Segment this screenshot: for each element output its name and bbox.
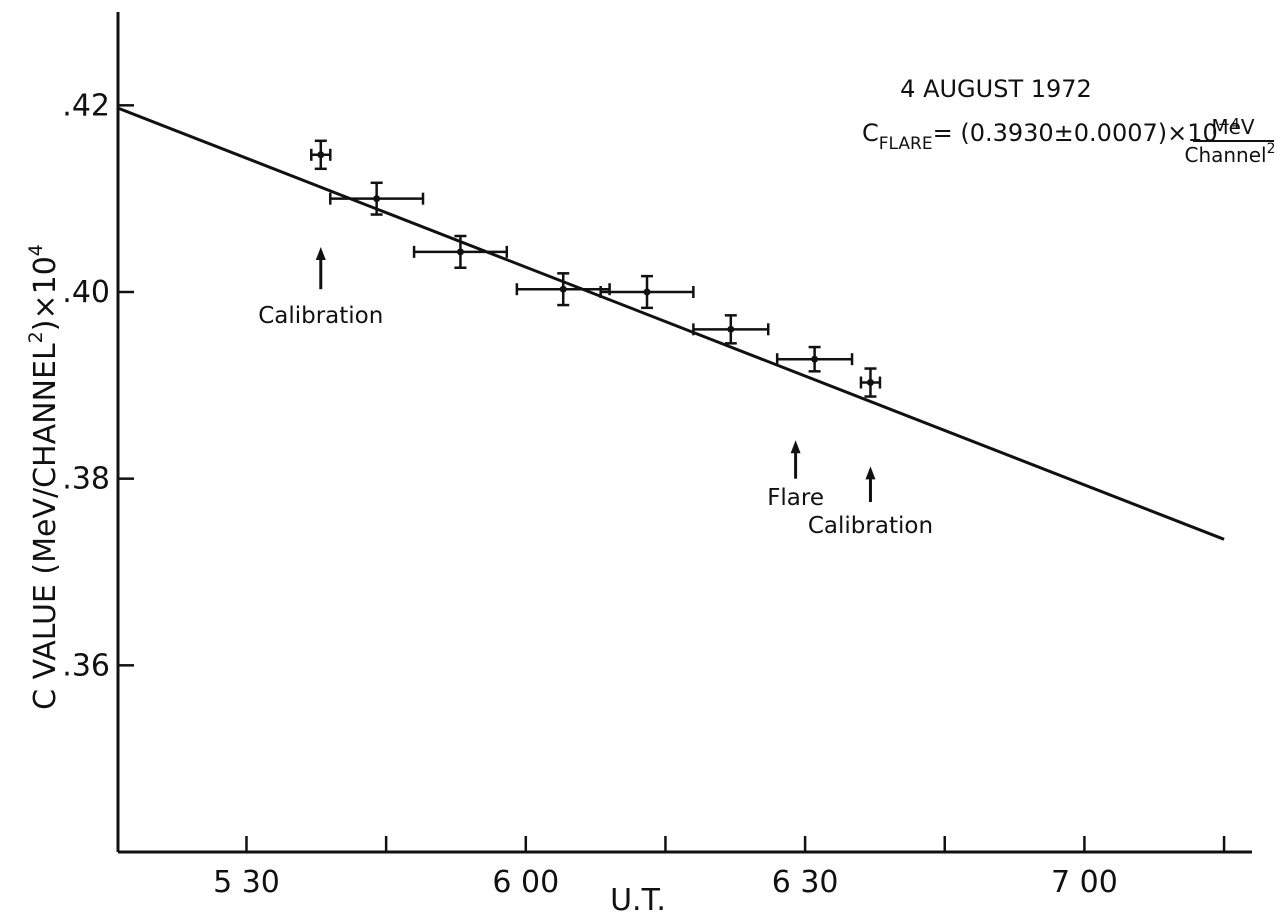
point-marker	[317, 151, 325, 159]
point-marker	[643, 288, 651, 296]
y-tick-label: .36	[62, 648, 110, 683]
x-axis-title: U.T.	[610, 883, 666, 918]
fit-formula: CFLARE= (0.3930±0.0007)×10−4 MeV Channel…	[862, 115, 1276, 167]
chart-title: 4 AUGUST 1972	[900, 75, 1092, 103]
point-marker	[811, 355, 819, 363]
formula-lhs-main: C	[862, 119, 879, 147]
fit-line-group	[117, 106, 1225, 541]
x-tick-label: 5 30	[213, 865, 280, 900]
data-point	[692, 314, 770, 345]
formula-exponent: −4	[1218, 115, 1240, 133]
formula-lhs-sub: FLARE	[879, 134, 933, 154]
x-tick-label: 6 30	[772, 865, 839, 900]
arrow-head	[315, 247, 326, 260]
formula-unit-denominator: Channel2	[1184, 141, 1275, 167]
point-marker	[456, 248, 464, 256]
annotation-label: Calibration	[258, 303, 383, 329]
point-marker	[866, 379, 874, 387]
formula-lhs: CFLARE= (0.3930±0.0007)×10−4	[862, 115, 1240, 154]
y-tick-label: .38	[62, 462, 110, 497]
annotation-label: Flare	[767, 485, 824, 511]
x-tick-label: 6 00	[492, 865, 559, 900]
annotation: Calibration	[258, 247, 383, 329]
formula-rhs: = (0.3930±0.0007)×10	[933, 119, 1218, 147]
annotation: Calibration	[808, 466, 933, 539]
data-point	[310, 139, 332, 171]
x-tick-label: 7 00	[1051, 865, 1118, 900]
y-axis-title-mid: )×10	[28, 256, 63, 331]
data-point	[412, 234, 509, 269]
point-marker	[727, 325, 735, 333]
arrow-head	[790, 440, 801, 454]
arrow-head	[865, 466, 876, 480]
data-point	[775, 345, 854, 373]
fit-line	[117, 106, 1225, 541]
axes: 5 30 6 00 6 30 7 00 .42 .40 .38 .36	[62, 12, 1252, 900]
y-axis-title-sup2: 4	[25, 244, 47, 256]
point-marker	[373, 195, 381, 203]
data-points	[310, 139, 882, 398]
y-axis-title-main: C VALUE (MeV/CHANNEL	[28, 343, 63, 710]
formula-unit-numerator: MeV	[1211, 115, 1255, 139]
annotation: Flare	[767, 440, 824, 511]
y-axis-title-sup1: 2	[25, 331, 47, 343]
data-point	[599, 274, 695, 310]
data-point	[515, 272, 611, 307]
data-point	[859, 367, 882, 398]
annotation-label: Calibration	[808, 513, 933, 539]
data-point	[329, 181, 425, 216]
y-tick-label: .40	[62, 275, 110, 310]
y-axis-title: C VALUE (MeV/CHANNEL2)×104	[25, 244, 63, 710]
y-tick-label: .42	[62, 88, 110, 123]
point-marker	[559, 285, 567, 293]
